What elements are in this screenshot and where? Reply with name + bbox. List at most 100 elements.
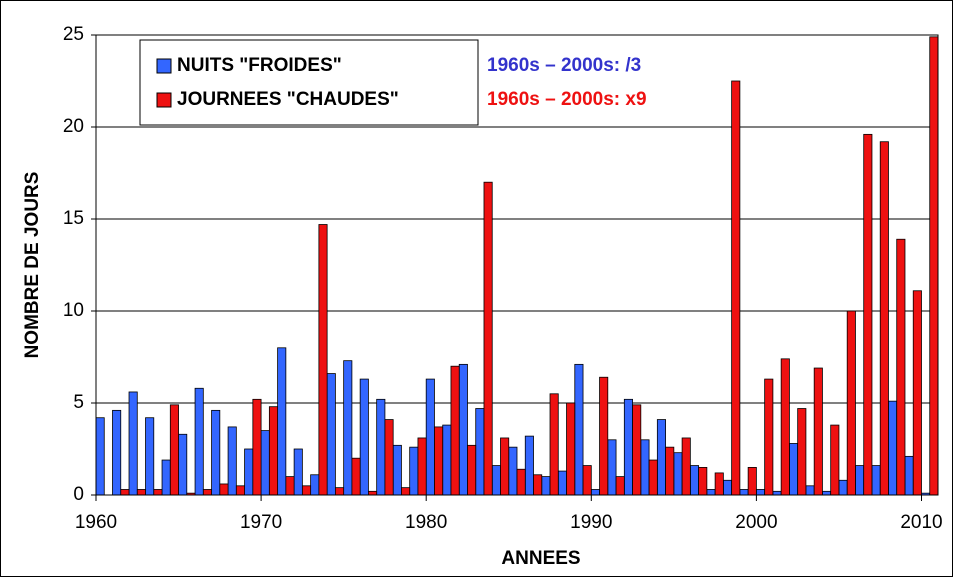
bar: [161, 459, 171, 496]
bar: [524, 435, 534, 496]
bar: [458, 363, 468, 496]
bar: [508, 446, 518, 496]
x-tick-label: 2010: [900, 512, 942, 533]
bar: [120, 489, 130, 496]
y-axis-label: NOMBRE DE JOURS: [22, 172, 43, 359]
bar: [566, 402, 576, 496]
bar: [268, 406, 279, 496]
bar: [689, 465, 700, 496]
plot-border: [95, 34, 939, 496]
bar: [879, 141, 889, 496]
bar: [227, 426, 237, 496]
bar: [855, 465, 865, 496]
bar: [219, 483, 229, 496]
x-tick-label: 2000: [735, 512, 777, 533]
legend-label: JOURNEES "CHAUDES": [177, 89, 399, 110]
bar: [491, 465, 501, 496]
bar: [632, 404, 642, 496]
x-axis-label: ANNEES: [501, 548, 580, 569]
bar: [574, 363, 584, 496]
annotation: 1960s – 2000s: /3: [487, 55, 641, 76]
bar: [442, 424, 452, 496]
bar: [640, 439, 650, 496]
bar: [822, 490, 832, 496]
bar: [260, 430, 270, 496]
bar: [838, 479, 848, 496]
y-tick-label: 5: [73, 392, 84, 413]
bar: [673, 452, 683, 496]
bar: [434, 426, 444, 496]
annotation: 1960s – 2000s: x9: [487, 89, 647, 110]
bar: [805, 485, 815, 496]
bar: [722, 479, 733, 496]
bar: [301, 485, 312, 496]
y-tick-label: 20: [63, 116, 84, 137]
bar: [310, 474, 320, 496]
bar: [343, 360, 353, 496]
x-tick-label: 1960: [75, 512, 117, 533]
bar: [202, 489, 212, 496]
bar: [599, 376, 609, 496]
bar: [384, 419, 394, 496]
bar: [475, 408, 485, 496]
bar: [145, 417, 155, 496]
legend-label: NUITS "FROIDES": [177, 55, 342, 76]
bar: [169, 404, 179, 496]
bar: [656, 419, 666, 496]
bar: [912, 290, 922, 496]
bar: [244, 448, 254, 496]
bar: [318, 224, 328, 496]
bar: [112, 409, 122, 496]
bar: [871, 465, 881, 496]
bar: [747, 466, 757, 496]
y-tick-label: 10: [63, 300, 84, 321]
bar: [285, 476, 295, 496]
bar: [665, 446, 675, 496]
bar: [153, 489, 163, 496]
bar: [136, 489, 146, 496]
legend-box: [139, 39, 479, 126]
bar: [549, 393, 559, 496]
bar: [392, 444, 402, 496]
bar: [789, 443, 799, 496]
bar: [607, 439, 617, 496]
bar: [194, 387, 204, 496]
bar: [128, 391, 138, 496]
bar: [326, 373, 336, 496]
bar: [830, 424, 840, 496]
bar: [739, 489, 749, 496]
bar: [648, 459, 658, 496]
bar: [714, 472, 724, 496]
bar: [582, 465, 592, 496]
bar: [450, 365, 460, 496]
bar: [351, 457, 361, 496]
y-tick-label: 15: [63, 208, 84, 229]
bar: [334, 487, 345, 496]
y-tick-label: 0: [73, 484, 84, 505]
bar: [533, 474, 543, 496]
bar: [772, 490, 782, 496]
bar: [409, 446, 419, 496]
bar: [764, 378, 774, 496]
bar: [95, 417, 105, 496]
bar: [681, 437, 691, 496]
bar: [896, 238, 906, 496]
bar: [178, 433, 188, 496]
bar: [863, 133, 873, 496]
x-tick-label: 1990: [570, 512, 612, 533]
bar: [401, 487, 411, 496]
bar: [541, 476, 551, 496]
bar: [780, 358, 790, 496]
bar: [623, 398, 633, 496]
bar: [615, 476, 625, 496]
bar: [846, 310, 856, 496]
bar: [888, 400, 898, 496]
bar: [359, 378, 369, 496]
bar: [417, 437, 427, 496]
y-tick-label: 25: [63, 24, 84, 45]
bar: [755, 489, 766, 496]
bar: [516, 468, 526, 496]
bar: [293, 448, 303, 496]
bar: [211, 409, 221, 496]
